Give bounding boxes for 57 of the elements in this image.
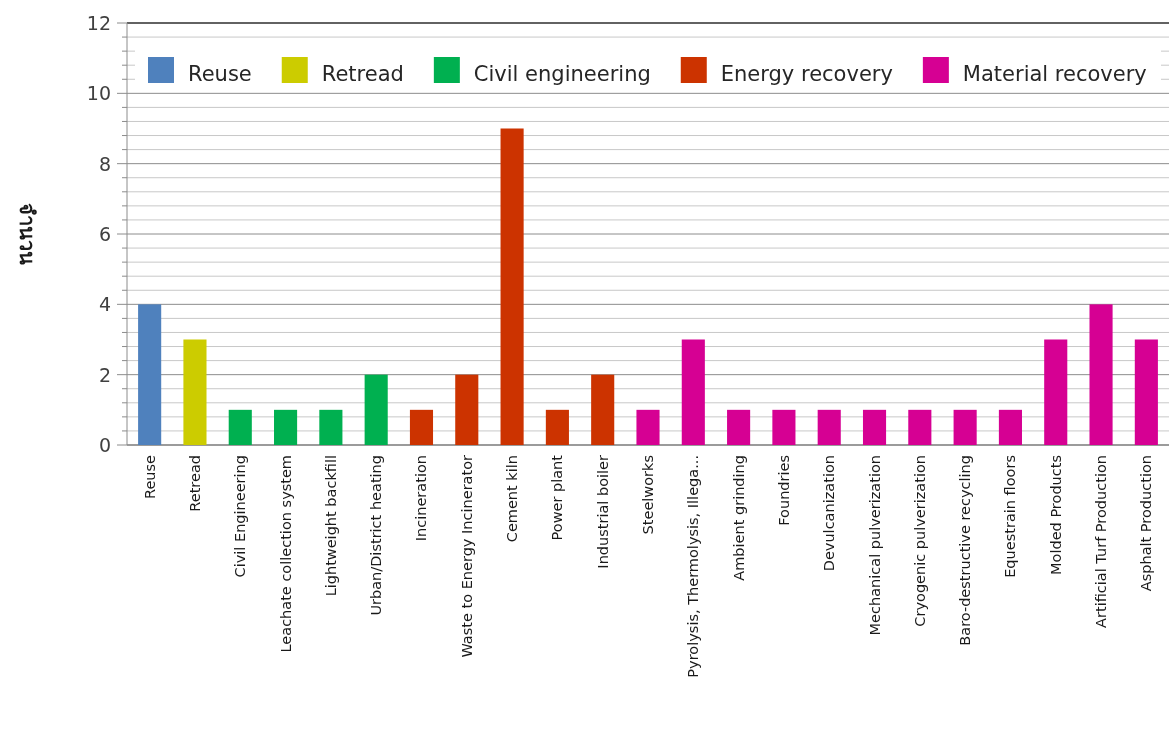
bar <box>1044 339 1068 445</box>
legend-label: Energy recovery <box>720 62 893 86</box>
bar <box>1134 339 1158 445</box>
x-tick-label: Waste to Energy Incinerator <box>458 454 475 658</box>
x-tick-label: Artificial Turf Production <box>1093 455 1110 628</box>
x-tick-label: Molded Products <box>1047 455 1064 575</box>
x-tick-label: Incineration <box>413 455 430 542</box>
bar <box>409 409 434 445</box>
x-tick-label: Devulcanization <box>821 455 838 572</box>
bar <box>455 374 479 445</box>
bar <box>500 128 524 445</box>
x-tick-label: Cryogenic pulverization <box>911 455 928 627</box>
bar <box>908 409 932 445</box>
x-tick-label: Baro-destructive recycling <box>957 455 974 646</box>
x-tick-label: Asphalt Production <box>1138 455 1155 592</box>
y-tick-label: 2 <box>98 363 111 386</box>
x-tick-label: Lightweight backfill <box>322 455 339 597</box>
bar <box>636 409 660 445</box>
x-tick-label: Cement kiln <box>504 455 521 543</box>
bar <box>319 409 343 445</box>
x-tick-label: Civil Engineering <box>232 455 249 578</box>
x-tick-label: Urban/District heating <box>368 455 385 616</box>
x-tick-label: Equestrain floors <box>1002 455 1019 578</box>
x-tick-label: Power plant <box>549 454 566 541</box>
x-tick-label: Ambient grinding <box>730 455 747 581</box>
bar <box>545 409 569 445</box>
y-tick-label: 12 <box>86 12 111 34</box>
legend-label: Retread <box>321 62 404 86</box>
bar <box>228 409 252 445</box>
bar <box>772 409 796 445</box>
y-tick-label: 10 <box>86 82 111 105</box>
x-tick-label: Foundries <box>775 455 792 526</box>
legend-label: Civil engineering <box>473 62 651 86</box>
y-tick-label: 8 <box>98 152 111 175</box>
x-tick-label: Industrial boiler <box>594 454 611 569</box>
y-tick-label: 4 <box>98 293 111 316</box>
bar <box>817 409 841 445</box>
bar <box>862 409 887 445</box>
bar <box>274 409 298 445</box>
legend-label: Reuse <box>188 62 252 86</box>
bar <box>727 409 751 445</box>
bar <box>998 409 1022 445</box>
bar <box>364 374 388 445</box>
y-tick-label: 6 <box>98 223 111 245</box>
x-tick-label: Mechanical pulverization <box>866 455 883 636</box>
x-tick-label: Steelworks <box>640 455 656 535</box>
legend-label: Material recovery <box>962 62 1147 86</box>
x-tick-label: Retread <box>186 455 203 512</box>
x-tick-label: Pyrolysis, Thermolysis, Illega... <box>685 455 702 678</box>
y-tick-label: 0 <box>98 434 111 456</box>
bar <box>591 374 615 445</box>
bar <box>681 339 705 445</box>
x-tick-label: Reuse <box>141 454 158 500</box>
y-axis-title: จำนวน <box>15 203 39 265</box>
x-tick-label: Leachate collection system <box>277 455 294 653</box>
bar <box>953 409 977 445</box>
bar <box>1089 304 1113 445</box>
